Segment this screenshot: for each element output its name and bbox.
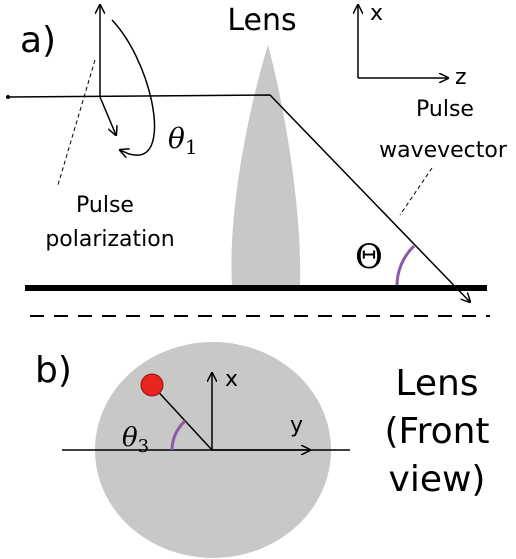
axis-label: y: [290, 413, 303, 438]
lens-label: (Front: [384, 411, 489, 452]
spot: [141, 374, 163, 396]
lens-label: Lens: [227, 3, 296, 38]
lens: [231, 45, 300, 285]
big-theta: Θ: [355, 237, 383, 277]
polarization-arrow: [100, 97, 116, 135]
panel-b: b) x y θ3 Lens (Front view): [35, 342, 490, 558]
leader-line: [58, 60, 95, 185]
panel-label: a): [20, 20, 56, 61]
diagram: a) Lens x z θ1 Pulse polarization Pulse …: [0, 0, 516, 559]
panel-label: b): [35, 350, 72, 391]
polarization-label: Pulse: [76, 193, 134, 218]
theta1: θ1: [168, 122, 198, 159]
wavevector-label: Pulse: [416, 97, 474, 122]
lens-label: Lens: [395, 363, 478, 404]
axis-label: x: [225, 367, 238, 392]
axis-label: z: [455, 65, 467, 90]
angle-arc: [397, 246, 414, 286]
panel-a: a) Lens x z θ1 Pulse polarization Pulse …: [6, 1, 508, 316]
lens-label: view): [389, 459, 486, 500]
wavevector-label: wavevector: [379, 138, 508, 163]
axis-label: x: [370, 1, 383, 26]
rotation-arc: [112, 20, 155, 155]
leader-line: [400, 168, 432, 215]
polarization-label: polarization: [45, 227, 174, 252]
